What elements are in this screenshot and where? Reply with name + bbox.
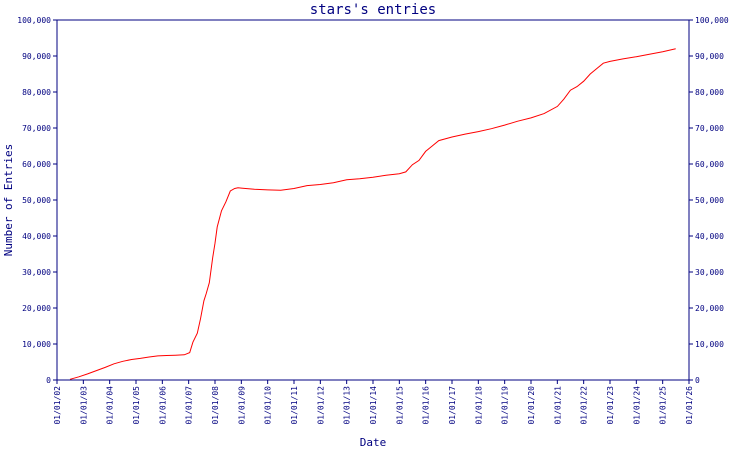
y-tick-label-left: 70,000 [22,124,51,133]
y-tick-label-left: 40,000 [22,232,51,241]
x-tick-label: 01/01/13 [343,386,352,425]
chart-title: stars's entries [310,2,436,18]
series-line [69,48,676,380]
x-tick-label: 01/01/25 [659,386,668,425]
y-tick-label-right: 40,000 [695,232,724,241]
y-tick-label-left: 0 [46,376,51,385]
x-tick-label: 01/01/18 [474,386,483,425]
x-tick-label: 01/01/22 [580,386,589,425]
x-tick-label: 01/01/14 [369,386,378,425]
x-tick-label: 01/01/24 [632,386,641,425]
x-tick-label: 01/01/06 [158,386,167,425]
x-axis-label: Date [360,436,387,449]
x-tick-label: 01/01/23 [606,386,615,425]
y-tick-label-right: 60,000 [695,160,724,169]
x-tick-label: 01/01/07 [185,386,194,425]
plot-area-frame [56,19,690,381]
y-tick-label-right: 50,000 [695,196,724,205]
y-tick-label-left: 20,000 [22,304,51,313]
y-tick-label-right: 80,000 [695,88,724,97]
x-tick-label: 01/01/08 [211,386,220,425]
x-tick-label: 01/01/16 [422,386,431,425]
x-tick-label: 01/01/10 [264,386,273,425]
x-tick-label: 01/01/09 [237,386,246,425]
y-axis-label: Number of Entries [2,144,15,257]
x-tick-label: 01/01/11 [290,386,299,425]
y-tick-label-left: 60,000 [22,160,51,169]
y-tick-label-right: 10,000 [695,340,724,349]
y-tick-label-right: 0 [695,376,700,385]
x-tick-label: 01/01/17 [448,386,457,425]
y-tick-label-right: 30,000 [695,268,724,277]
x-tick-label: 01/01/02 [53,386,62,425]
x-tick-label: 01/01/20 [527,386,536,425]
y-tick-label-left: 100,000 [17,16,51,25]
y-tick-label-right: 70,000 [695,124,724,133]
y-tick-label-right: 100,000 [695,16,729,25]
x-tick-label: 01/01/05 [132,386,141,425]
tick-label-layer: 0 0 10,000 10,000 20,000 20,000 30,000 30,000 40… [17,16,729,425]
y-tick-label-left: 50,000 [22,196,51,205]
y-tick-label-left: 10,000 [22,340,51,349]
x-tick-label: 01/01/04 [106,386,115,425]
x-tick-label: 01/01/12 [316,386,325,425]
y-tick-label-left: 30,000 [22,268,51,277]
x-tick-label: 01/01/03 [79,386,88,425]
x-tick-label: 01/01/19 [501,386,510,425]
x-tick-label: 01/01/15 [395,386,404,425]
y-tick-label-left: 80,000 [22,88,51,97]
y-tick-label-left: 90,000 [22,52,51,61]
y-tick-label-right: 90,000 [695,52,724,61]
y-tick-label-right: 20,000 [695,304,724,313]
tick-layer [53,19,693,384]
x-tick-label: 01/01/26 [685,386,694,425]
x-tick-label: 01/01/21 [553,386,562,425]
